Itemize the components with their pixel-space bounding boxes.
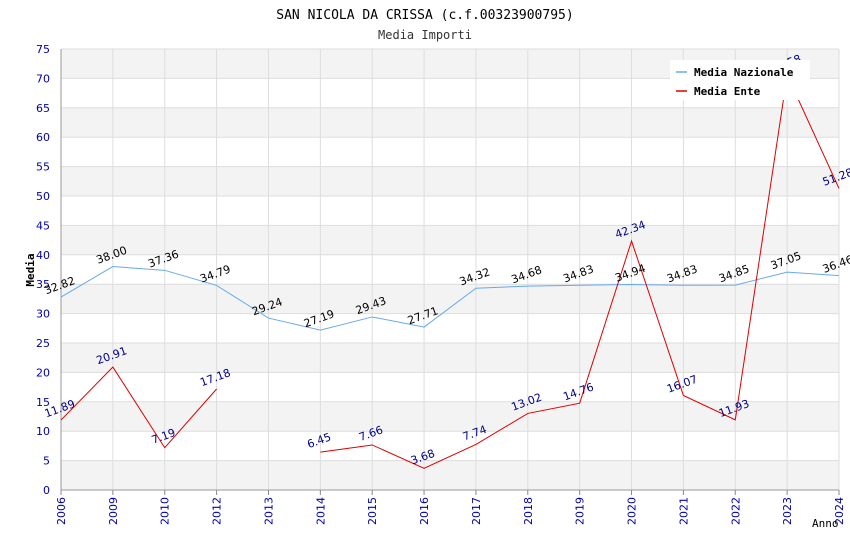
data-label: 34.79	[198, 263, 232, 286]
grid-band	[61, 107, 839, 138]
x-tick-label: 2009	[107, 497, 120, 525]
x-tick-label: 2015	[366, 497, 379, 525]
x-axis-label: Anno	[812, 517, 839, 530]
y-tick-label: 75	[36, 43, 50, 56]
grid-band	[61, 460, 839, 490]
y-tick-label: 55	[36, 161, 50, 174]
y-tick-label: 25	[36, 337, 50, 350]
grid-band	[61, 401, 839, 432]
x-tick-label: 2023	[781, 497, 794, 525]
grid-band	[61, 225, 839, 255]
x-tick-label: 2017	[470, 497, 483, 525]
y-tick-label: 5	[43, 455, 50, 468]
y-tick-label: 65	[36, 102, 50, 115]
x-tick-label: 2010	[159, 497, 172, 525]
chart-subtitle: Media Importi	[378, 28, 472, 42]
legend-label: Media Nazionale	[694, 66, 794, 79]
x-tick-label: 2016	[418, 497, 431, 525]
y-tick-label: 70	[36, 72, 50, 85]
series-line-ente	[60, 366, 217, 449]
y-tick-label: 0	[43, 484, 50, 497]
x-tick-label: 2020	[626, 497, 639, 525]
grid-band	[61, 284, 839, 314]
x-tick-label: 2012	[211, 497, 224, 525]
y-tick-label: 10	[36, 425, 50, 438]
data-label: 34.68	[510, 263, 544, 286]
x-tick-label: 2013	[262, 497, 275, 525]
series-line-ente	[320, 73, 840, 469]
x-tick-label: 2006	[55, 497, 68, 525]
x-tick-label: 2024	[833, 497, 846, 525]
y-tick-label: 40	[36, 249, 50, 262]
x-tick-label: 2022	[729, 497, 742, 525]
x-tick-label: 2019	[574, 497, 587, 525]
y-tick-label: 35	[36, 278, 50, 291]
y-axis-label: Media	[24, 253, 37, 286]
data-label: 36.46	[821, 253, 850, 276]
legend: Media Nazionale Media Ente	[670, 60, 810, 100]
grid-band	[61, 166, 839, 196]
grid-band	[61, 343, 839, 373]
data-label: 34.83	[665, 262, 699, 285]
chart-title: SAN NICOLA DA CRISSA (c.f.00323900795)	[276, 8, 573, 23]
x-tick-label: 2018	[522, 497, 535, 525]
y-tick-label: 20	[36, 366, 50, 379]
data-label: 6.45	[305, 430, 332, 451]
series-line-nazionale	[60, 266, 840, 331]
y-tick-label: 15	[36, 396, 50, 409]
y-tick-label: 50	[36, 190, 50, 203]
legend-label: Media Ente	[694, 85, 761, 98]
data-label: 14.76	[561, 380, 595, 403]
x-tick-label: 2021	[677, 497, 690, 525]
y-tick-label: 30	[36, 308, 50, 321]
data-label: 34.83	[561, 262, 595, 285]
data-label: 34.94	[613, 262, 647, 285]
data-label: 34.85	[717, 262, 751, 285]
y-tick-label: 60	[36, 131, 50, 144]
y-tick-label: 45	[36, 219, 50, 232]
x-tick-label: 2014	[314, 497, 327, 525]
